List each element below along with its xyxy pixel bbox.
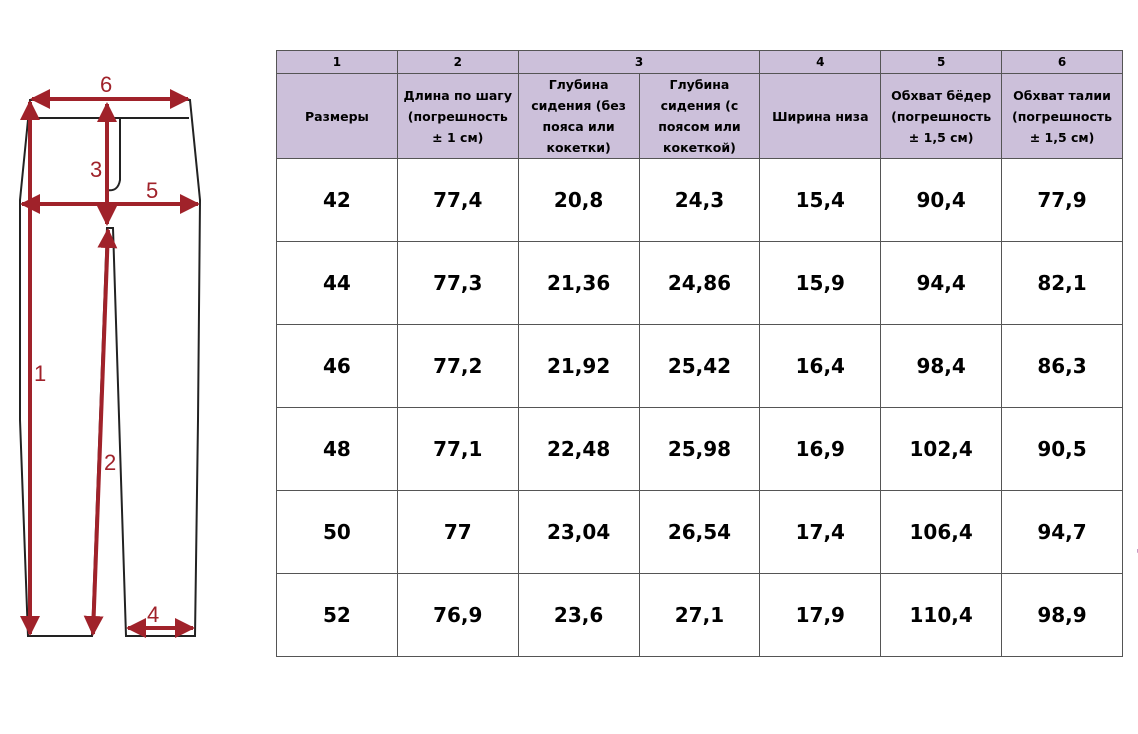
column-header: Размеры (276, 73, 398, 159)
cell: 25,98 (638, 407, 761, 491)
cell: 16,9 (759, 407, 882, 491)
cell: 15,4 (759, 158, 882, 242)
cell: 77,4 (396, 158, 519, 242)
column-number: 3 (517, 50, 761, 74)
cell: 48 (276, 407, 398, 491)
column-number: 6 (1001, 50, 1123, 74)
cell: 44 (276, 241, 398, 325)
column-header: Глубина сидения (с поясом или кокеткой) (638, 73, 761, 159)
cell: 17,9 (759, 573, 882, 657)
cell: 76,9 (396, 573, 519, 657)
cell: 77 (396, 490, 519, 574)
cell: 24,86 (638, 241, 761, 325)
column-number: 2 (396, 50, 519, 74)
cell: 16,4 (759, 324, 882, 408)
size-table: 1 2 3 4 5 6 Размеры Длина по шагу (погрешность … (276, 50, 1123, 657)
cell: 17,4 (759, 490, 882, 574)
cell: 98,4 (880, 324, 1003, 408)
column-number: 4 (759, 50, 882, 74)
column-number: 5 (880, 50, 1003, 74)
cell: 77,1 (396, 407, 519, 491)
data-row: 42 77,4 20,8 24,3 15,4 90,4 77,9 (276, 158, 1123, 242)
cell: 102,4 (880, 407, 1003, 491)
cell: 90,4 (880, 158, 1003, 242)
data-row: 50 77 23,04 26,54 17,4 106,4 94,7 (276, 490, 1123, 574)
column-header: Обхват бёдер (погрешность ± 1,5 см) (880, 73, 1003, 159)
cell: 50 (276, 490, 398, 574)
cell: 77,9 (1001, 158, 1123, 242)
watermark: GroupPrice (1130, 499, 1138, 722)
cell: 26,54 (638, 490, 761, 574)
column-header: Ширина низа (759, 73, 882, 159)
label: 3 (90, 157, 102, 182)
cell: 46 (276, 324, 398, 408)
column-number: 1 (276, 50, 398, 74)
cell: 106,4 (880, 490, 1003, 574)
cell: 94,7 (1001, 490, 1123, 574)
cell: 21,36 (517, 241, 640, 325)
cell: 94,4 (880, 241, 1003, 325)
cell: 25,42 (638, 324, 761, 408)
column-header: Глубина сидения (без пояса или кокетки) (517, 73, 640, 159)
cell: 23,6 (517, 573, 640, 657)
cell: 20,8 (517, 158, 640, 242)
cell: 21,92 (517, 324, 640, 408)
measure-lines (20, 89, 200, 638)
cell: 52 (276, 573, 398, 657)
cell: 42 (276, 158, 398, 242)
label: 5 (146, 178, 158, 203)
cell: 23,04 (517, 490, 640, 574)
column-header: Длина по шагу (погрешность ± 1 см) (396, 73, 519, 159)
header-row: Размеры Длина по шагу (погрешность ± 1 см… (276, 73, 1123, 159)
cell: 82,1 (1001, 241, 1123, 325)
cell: 90,5 (1001, 407, 1123, 491)
cell: 110,4 (880, 573, 1003, 657)
label: 4 (147, 602, 159, 627)
pants-outline (19, 99, 202, 637)
data-row: 44 77,3 21,36 24,86 15,9 94,4 82,1 (276, 241, 1123, 325)
cell: 27,1 (638, 573, 761, 657)
label: 1 (34, 361, 46, 386)
label: 2 (104, 450, 116, 475)
cell: 77,2 (396, 324, 519, 408)
data-row: 52 76,9 23,6 27,1 17,9 110,4 98,9 (276, 573, 1123, 657)
label: 6 (100, 72, 112, 97)
cell: 22,48 (517, 407, 640, 491)
pants-diagram: 6 3 5 1 2 4 (19, 72, 202, 638)
cell: 77,3 (396, 241, 519, 325)
cell: 98,9 (1001, 573, 1123, 657)
data-row: 48 77,1 22,48 25,98 16,9 102,4 90,5 (276, 407, 1123, 491)
data-row: 46 77,2 21,92 25,42 16,4 98,4 86,3 (276, 324, 1123, 408)
column-header: Обхват талии (погрешность ± 1,5 см) (1001, 73, 1123, 159)
cell: 86,3 (1001, 324, 1123, 408)
cell: 15,9 (759, 241, 882, 325)
cell: 24,3 (638, 158, 761, 242)
